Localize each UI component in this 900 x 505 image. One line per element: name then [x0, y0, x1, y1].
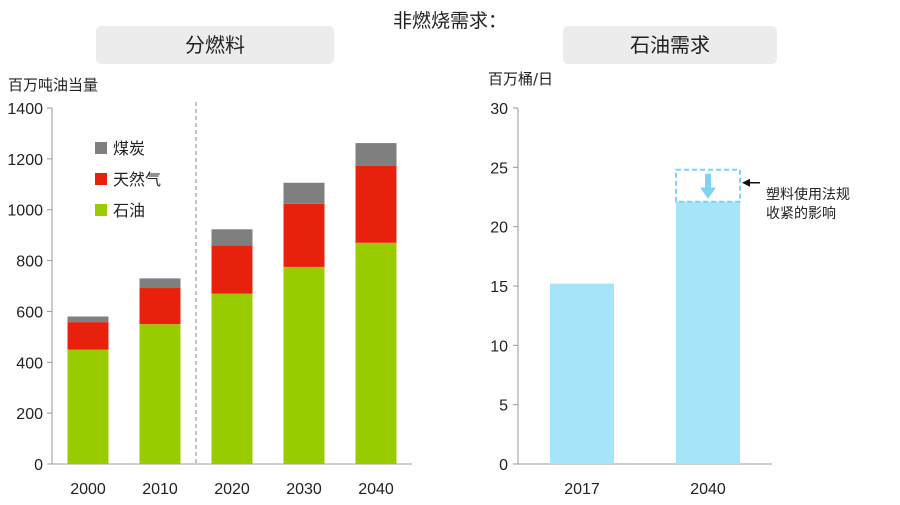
bar-segment: [355, 143, 397, 166]
legend-label: 石油: [113, 202, 145, 220]
left-y-tick-label: 1400: [7, 101, 43, 118]
annotation-text: 塑料使用法规 收紧的影响: [766, 187, 850, 222]
left-x-tick-label: 2040: [358, 481, 394, 498]
annotation-pointer-head: [742, 178, 750, 187]
right-x-tick-label: 2017: [564, 481, 600, 498]
left-y-tick-label: 1000: [7, 203, 43, 220]
left-x-tick-label: 2030: [286, 481, 322, 498]
bar-segment: [67, 349, 109, 464]
dashed-extension-box: [675, 168, 741, 203]
left-y-tick-label: 800: [16, 254, 43, 271]
right-y-tick-label: 5: [499, 398, 508, 415]
left-y-tick-label: 200: [16, 406, 43, 423]
left-x-tick-label: 2000: [70, 481, 106, 498]
right-y-tick-label: 25: [490, 160, 508, 177]
bar-segment: [139, 288, 181, 325]
bar-segment: [283, 203, 325, 267]
bar-segment: [139, 324, 181, 464]
down-arrow-head: [700, 187, 716, 199]
left-y-axis-unit: 百万吨油当量: [8, 76, 99, 94]
bar-segment: [211, 293, 253, 464]
right-y-tick-label: 15: [490, 279, 508, 296]
bar-segment: [283, 266, 325, 464]
bar-segment: [67, 316, 109, 323]
bar-segment: [67, 322, 109, 350]
legend-label: 煤炭: [113, 140, 145, 158]
legend-swatch: [95, 142, 107, 154]
legend-swatch: [95, 173, 107, 185]
chart-title: 非燃烧需求：: [392, 10, 507, 32]
right-panel-title: 石油需求: [563, 26, 777, 64]
bar: [550, 283, 614, 464]
left-panel-title: 分燃料: [96, 26, 334, 64]
legend-label: 天然气: [113, 171, 161, 189]
bar-segment: [211, 245, 253, 294]
left-y-tick-label: 400: [16, 355, 43, 372]
bar-segment: [355, 165, 397, 243]
right-y-tick-label: 30: [490, 101, 508, 118]
bar-segment: [139, 278, 181, 289]
right-y-axis-unit: 百万桶/日: [488, 70, 554, 88]
left-y-tick-label: 600: [16, 304, 43, 321]
left-x-tick-label: 2010: [142, 481, 178, 498]
left-y-tick-label: 1200: [7, 152, 43, 169]
right-y-tick-label: 10: [490, 338, 508, 355]
bar-segment: [355, 242, 397, 464]
right-y-tick-label: 20: [490, 220, 508, 237]
legend-swatch: [95, 204, 107, 216]
down-arrow-shaft: [705, 173, 711, 188]
left-y-tick-label: 0: [34, 457, 43, 474]
left-x-tick-label: 2020: [214, 481, 250, 498]
bar: [676, 201, 740, 464]
bar-segment: [283, 182, 325, 204]
bar-segment: [211, 229, 253, 246]
right-x-tick-label: 2040: [690, 481, 726, 498]
right-y-tick-label: 0: [499, 457, 508, 474]
